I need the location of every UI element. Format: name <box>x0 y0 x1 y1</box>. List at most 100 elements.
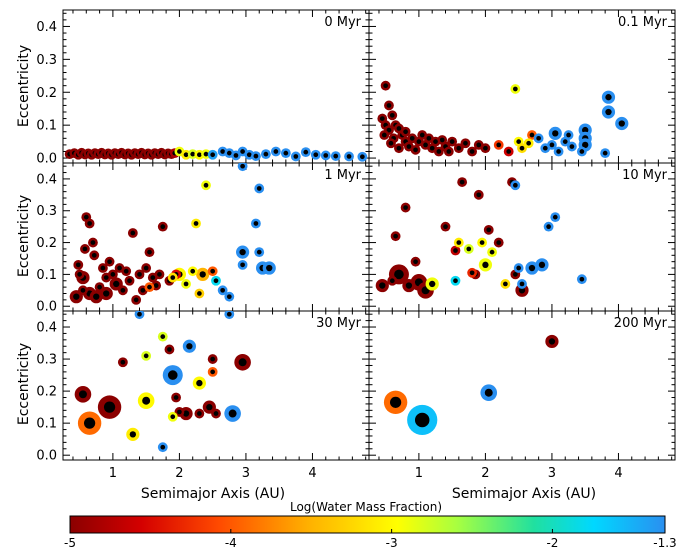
data-point-core <box>75 262 81 268</box>
data-point-core <box>93 293 100 300</box>
data-point-core <box>396 145 402 151</box>
data-point-core <box>160 444 166 450</box>
data-point-core <box>379 282 386 289</box>
data-point-core <box>456 240 462 245</box>
data-point-core <box>453 248 458 253</box>
data-point-core <box>406 144 412 149</box>
data-point-core <box>220 149 226 154</box>
data-point-core <box>429 145 435 151</box>
data-point-core <box>97 284 102 290</box>
y-tick-label: 0.0 <box>36 300 57 315</box>
data-point-core <box>389 278 395 284</box>
data-point-core <box>579 149 585 154</box>
data-point-core <box>147 284 152 290</box>
data-point-core <box>82 246 88 252</box>
ylabel-row-3: Eccentricity <box>16 343 32 425</box>
data-point-core <box>103 401 116 413</box>
data-point-core <box>506 149 512 154</box>
xlabel-left: Semimajor Axis (AU) <box>141 486 285 502</box>
x-tick-label: 3 <box>548 466 556 481</box>
y-tick-label: 0.0 <box>36 449 57 464</box>
panel-frame <box>62 9 370 164</box>
data-point-core <box>453 278 458 284</box>
xlabel-right: Semimajor Axis (AU) <box>452 486 596 502</box>
panel-label: 200 Myr <box>614 316 668 331</box>
data-point-core <box>419 132 425 138</box>
data-point-core <box>239 248 246 256</box>
data-point-core <box>466 246 472 252</box>
data-point-core <box>213 411 219 416</box>
data-point-core <box>618 120 625 127</box>
y-tick-label: 0.3 <box>36 353 57 368</box>
data-point-core <box>182 410 190 417</box>
data-point-core <box>403 205 408 210</box>
panel-label: 30 Myr <box>316 316 362 331</box>
y-tick-label: 0.1 <box>36 417 57 432</box>
data-point-core <box>197 291 202 296</box>
data-point-core <box>170 275 176 280</box>
data-point-core <box>263 151 269 157</box>
data-point-core <box>512 86 518 92</box>
data-point-core <box>203 151 209 157</box>
data-point-core <box>476 192 482 198</box>
data-point-core <box>226 311 232 317</box>
data-point-core <box>133 297 139 303</box>
data-point-core <box>409 135 415 141</box>
data-point-core <box>246 152 252 158</box>
colorbar-tick-label: -5 <box>64 536 76 550</box>
data-point-core <box>103 290 110 297</box>
data-point-core <box>489 249 495 255</box>
panel-label: 10 Myr <box>622 168 668 183</box>
panel-2: 0.0 0.1 0.2 0.3 0.4 1 Myr <box>36 162 370 315</box>
data-point-core <box>256 249 262 255</box>
data-point-core <box>536 135 541 141</box>
data-point-core <box>529 132 535 138</box>
data-point-core <box>512 272 518 277</box>
data-point-core <box>213 278 219 284</box>
data-point-core <box>103 275 109 280</box>
data-point-core <box>203 182 209 188</box>
data-point-core <box>120 287 126 293</box>
data-point-core <box>117 265 122 271</box>
y-tick-label: 0.1 <box>36 268 57 283</box>
colorbar-tick-label: -3 <box>386 536 398 550</box>
data-point-core <box>456 145 462 151</box>
panel-5: 1 2 3 4 200 Myr <box>368 310 676 481</box>
panel-3: 10 Myr <box>368 162 676 312</box>
data-point-core <box>240 149 245 154</box>
panel-0: 0.0 0.1 0.2 0.3 0.4 0 Myr <box>36 9 370 167</box>
data-point-core <box>167 370 178 380</box>
y-tick-label: 0.3 <box>36 204 57 219</box>
data-point-core <box>87 221 92 226</box>
y-tick-label: 0.0 <box>36 152 57 167</box>
data-point-core <box>129 431 137 438</box>
data-point-core <box>538 261 546 269</box>
data-point-core <box>206 403 213 411</box>
data-point-core <box>443 224 448 230</box>
points-layer <box>69 163 276 305</box>
data-point-core <box>160 334 166 339</box>
y-tick-label: 0.1 <box>36 119 57 134</box>
panel-label: 0 Myr <box>324 15 361 30</box>
x-tick-label: 1 <box>109 466 117 481</box>
data-point-core <box>273 149 279 154</box>
y-tick-label: 0.2 <box>36 385 57 400</box>
points-layer <box>383 334 559 436</box>
data-point-core <box>396 126 402 131</box>
data-point-core <box>196 379 203 387</box>
data-point-core <box>582 141 589 149</box>
panel-grid: 0.00.10.20.30.4 0 Myr 0.1 Myr0.00.10.20.30… <box>36 9 676 481</box>
data-point-core <box>516 139 522 144</box>
data-point-core <box>519 281 525 287</box>
data-point-core <box>266 264 273 272</box>
data-point-core <box>548 338 556 345</box>
data-point-core <box>414 412 430 428</box>
x-tick-label: 2 <box>481 466 489 481</box>
data-point-core <box>546 224 551 230</box>
data-point-core <box>90 240 96 245</box>
data-point-core <box>426 135 432 141</box>
data-point-core <box>405 282 413 289</box>
data-point-core <box>429 280 436 288</box>
data-point-core <box>77 272 82 277</box>
